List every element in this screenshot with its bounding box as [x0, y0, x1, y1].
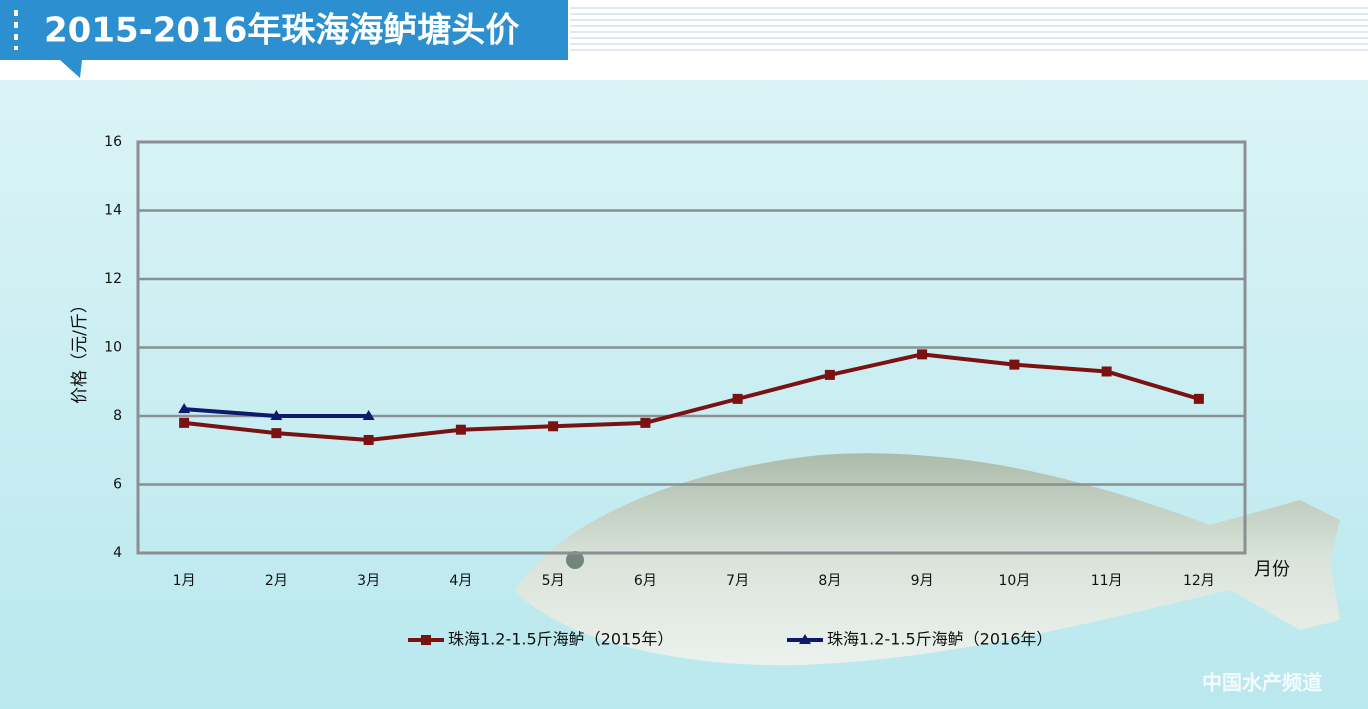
legend-marker [421, 635, 431, 645]
x-tick-label: 1月 [173, 573, 196, 589]
x-tick-label: 4月 [449, 573, 472, 589]
x-tick-label: 8月 [818, 573, 841, 589]
x-tick-label: 9月 [911, 573, 934, 589]
marker [363, 434, 374, 445]
x-tick-label: 3月 [357, 573, 380, 589]
title-box [0, 0, 568, 78]
marker [548, 421, 559, 432]
marker [362, 410, 375, 420]
marker [732, 393, 743, 404]
x-tick-label: 11月 [1091, 573, 1123, 589]
y-tick-label: 16 [104, 134, 122, 150]
marker [824, 369, 835, 380]
legend-label: 珠海1.2-1.5斤海鲈（2016年） [827, 630, 1052, 649]
marker [1101, 366, 1112, 377]
x-tick-label: 12月 [1183, 573, 1215, 589]
x-axis-label: 月份 [1254, 559, 1290, 580]
legend-marker [799, 634, 811, 644]
watermark: 中国水产频道 [1202, 671, 1322, 695]
marker [455, 424, 466, 435]
marker [270, 410, 283, 420]
title-ticks [14, 10, 18, 50]
marker [640, 417, 651, 428]
marker [1009, 359, 1020, 370]
legend-label: 珠海1.2-1.5斤海鲈（2015年） [448, 630, 673, 649]
x-tick-label: 10月 [998, 573, 1030, 589]
marker [917, 349, 928, 360]
y-tick-label: 4 [113, 545, 122, 561]
x-tick-label: 6月 [634, 573, 657, 589]
y-tick-label: 12 [104, 271, 122, 287]
marker [178, 403, 191, 414]
chart-title: 2015-2016年珠海海鲈塘头价 [44, 11, 519, 51]
marker [271, 428, 282, 439]
series-line [183, 352, 1200, 442]
marker [179, 417, 190, 428]
x-tick-label: 5月 [542, 573, 565, 589]
marker [1193, 393, 1204, 404]
y-tick-label: 8 [113, 408, 122, 424]
header-stripes [570, 7, 1368, 51]
x-tick-label: 2月 [265, 573, 288, 589]
y-tick-label: 14 [104, 203, 122, 219]
x-tick-label: 7月 [726, 573, 749, 589]
y-tick-label: 10 [104, 340, 122, 356]
fish-illustration [515, 453, 1340, 666]
y-tick-label: 6 [113, 477, 122, 493]
y-axis-label: 价格（元/斤） [70, 296, 90, 404]
